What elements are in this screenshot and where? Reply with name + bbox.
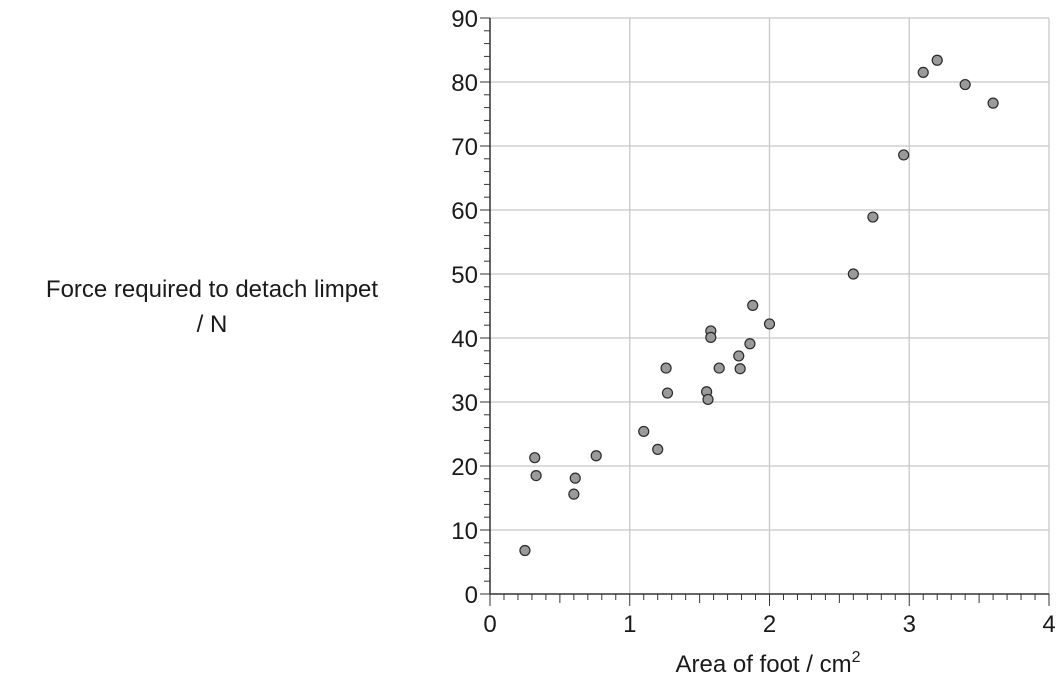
data-point: [568, 488, 580, 500]
y-tick-label: 60: [451, 198, 478, 225]
data-point: [959, 78, 971, 91]
data-point: [847, 268, 859, 280]
y-tick-label: 70: [451, 134, 478, 161]
data-point: [660, 362, 672, 374]
data-point: [733, 350, 745, 362]
data-point: [652, 443, 664, 455]
y-axis-title-line1: Force required to detach limpet: [46, 276, 379, 303]
x-tick-label: 2: [763, 611, 776, 638]
data-point: [867, 211, 879, 223]
data-point: [898, 149, 910, 161]
x-axis-title-superscript: 2: [852, 649, 861, 666]
data-point: [590, 450, 602, 462]
data-point: [747, 299, 759, 311]
y-tick-label: 30: [451, 390, 478, 417]
data-point: [987, 97, 999, 109]
data-point: [638, 425, 650, 438]
data-points: [519, 54, 999, 557]
tick-marks: [480, 17, 1050, 606]
data-point: [519, 544, 531, 557]
data-point: [661, 387, 674, 399]
x-axis-title: Area of foot / cm2: [676, 649, 861, 678]
y-tick-label: 0: [465, 582, 478, 609]
y-tick-label: 50: [451, 262, 478, 289]
data-point: [763, 318, 776, 330]
y-tick-label: 20: [451, 454, 478, 481]
data-point: [569, 472, 581, 484]
data-point: [713, 362, 725, 374]
data-point: [931, 54, 943, 66]
x-tick-label: 0: [483, 611, 496, 638]
data-point: [529, 452, 541, 464]
x-tick-label: 1: [623, 611, 636, 638]
x-tick-label: 3: [903, 611, 916, 638]
data-point: [744, 338, 756, 350]
data-point: [917, 66, 929, 79]
y-tick-label: 10: [451, 518, 478, 545]
y-tick-label: 40: [451, 326, 478, 353]
data-point: [705, 331, 717, 343]
x-tick-label: 4: [1042, 611, 1055, 638]
gridlines: [490, 17, 1050, 594]
data-point: [530, 470, 542, 482]
y-tick-label: 90: [451, 6, 478, 33]
data-point: [702, 393, 714, 406]
data-point: [734, 363, 746, 375]
y-axis-title-line2: / N: [197, 311, 228, 338]
y-tick-label: 80: [451, 70, 478, 97]
